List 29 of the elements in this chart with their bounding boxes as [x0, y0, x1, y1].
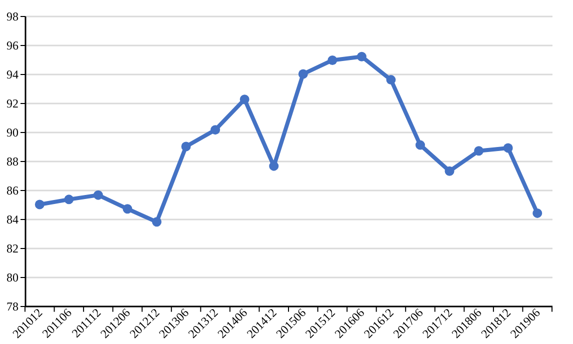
y-tick-label: 84	[6, 212, 18, 226]
point	[416, 140, 425, 150]
point	[64, 194, 74, 204]
y-tick-label: 94	[6, 68, 18, 82]
point	[93, 190, 103, 200]
point	[122, 204, 132, 214]
y-tick-label: 98	[6, 10, 18, 24]
y-tick-label: 80	[6, 270, 18, 284]
point	[356, 52, 366, 62]
point	[181, 142, 191, 152]
point	[240, 94, 250, 104]
y-tick-label: 82	[6, 242, 18, 256]
point	[503, 143, 513, 153]
point	[210, 125, 220, 135]
y-tick-label: 90	[6, 126, 18, 140]
point	[34, 200, 44, 210]
point	[532, 208, 542, 218]
y-tick-label: 86	[6, 184, 18, 198]
point	[298, 69, 308, 79]
y-tick-label: 92	[6, 96, 18, 110]
point	[444, 166, 454, 176]
y-tick-label: 88	[6, 154, 18, 168]
y-tick-label: 96	[6, 38, 18, 52]
point	[386, 75, 396, 85]
y-tick-label: 78	[6, 300, 18, 314]
point	[328, 55, 338, 65]
point	[152, 217, 162, 227]
point	[269, 161, 279, 171]
point	[474, 146, 484, 156]
